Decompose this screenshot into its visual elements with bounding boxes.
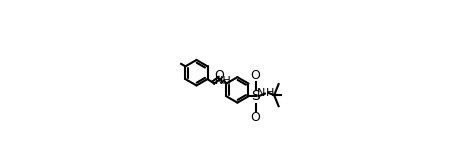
Text: N: N xyxy=(257,88,265,98)
Text: O: O xyxy=(251,69,261,82)
Text: O: O xyxy=(251,111,261,124)
Text: NH: NH xyxy=(215,76,232,86)
Text: H: H xyxy=(266,88,274,98)
Text: S: S xyxy=(251,89,260,103)
Text: O: O xyxy=(214,69,224,82)
